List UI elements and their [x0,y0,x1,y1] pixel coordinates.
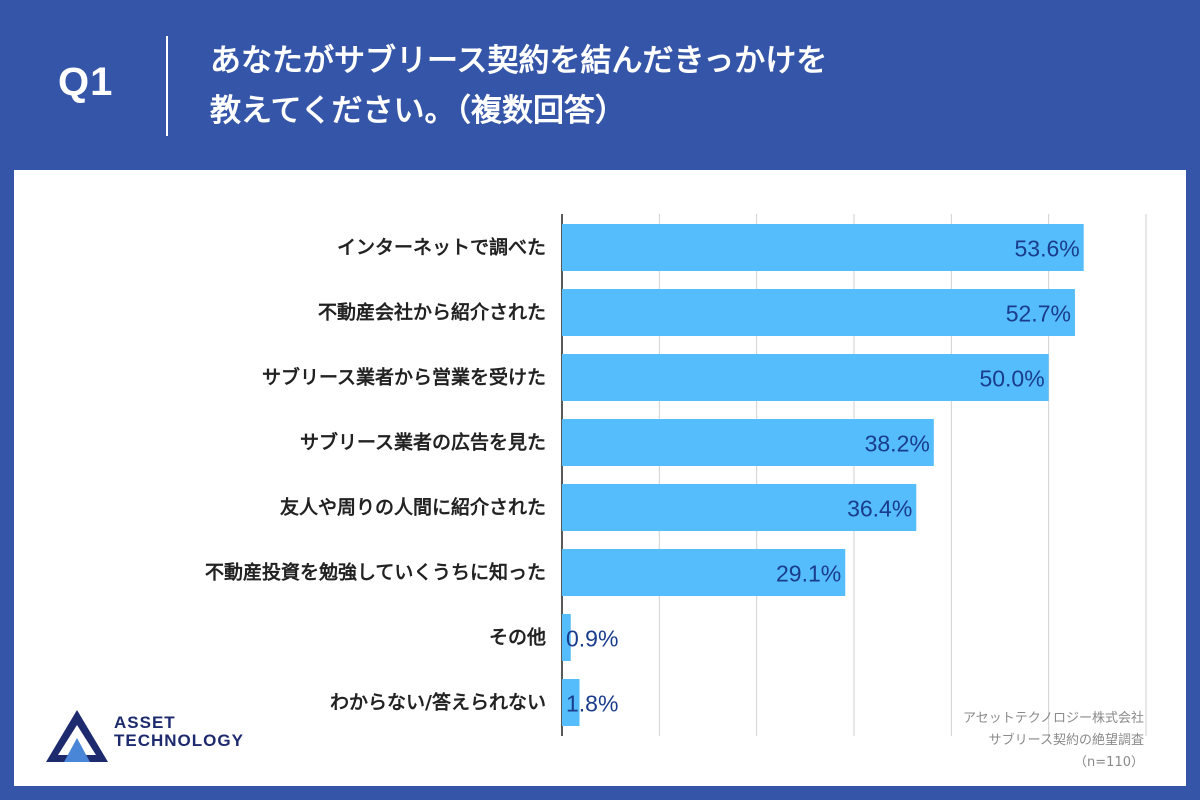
value-label: 0.9% [566,626,618,652]
bar-chart: インターネットで調べた 53.6% 不動産会社から紹介された 52.7% サブリース業者… [205,214,1147,736]
category-label: 不動産投資を勉強していくうちに知った [205,561,546,584]
value-label: 53.6% [1014,236,1079,262]
value-label: 29.1% [776,561,841,587]
question-title: あなたがサブリース契約を結んだきっかけを 教えてください。（複数回答） [210,36,1170,136]
logo-line2: TECHNOLOGY [114,731,244,750]
category-label: わからない/答えられない [330,691,546,714]
logo-line1: ASSET [114,713,176,732]
bar [562,289,1075,336]
value-label: 36.4% [847,496,912,522]
category-label: インターネットで調べた [337,236,546,259]
bar [562,549,846,596]
source-survey: サブリース契約の絶望調査 [988,733,1144,748]
asset-technology-logo: ASSET TECHNOLOGY [44,708,294,764]
category-label: 不動産会社から紹介された [318,301,546,324]
question-title-line2: 教えてください。（複数回答） [210,93,627,129]
value-label: 52.7% [1006,301,1071,327]
source-note: アセットテクノロジー株式会社 サブリース契約の絶望調査 （n=110） [963,708,1144,774]
bar [562,354,1049,401]
bar [562,614,571,661]
value-label: 38.2% [865,431,930,457]
category-label: その他 [489,626,546,649]
source-sample: （n=110） [1074,755,1144,770]
value-label: 50.0% [979,366,1044,392]
question-number: Q1 [58,60,114,104]
category-label: 友人や周りの人間に紹介された [280,496,546,519]
source-company: アセットテクノロジー株式会社 [963,711,1144,726]
value-label: 1.8% [566,691,618,717]
bar [562,419,934,466]
header: Q1 あなたがサブリース契約を結んだきっかけを 教えてください。（複数回答） [0,0,1200,170]
category-label: サブリース業者の広告を見た [300,431,546,454]
bar [562,484,917,531]
question-title-line1: あなたがサブリース契約を結んだきっかけを [210,43,828,79]
category-label: サブリース業者から営業を受けた [262,366,546,389]
triangle-logo-icon [46,710,108,762]
bar [562,679,580,726]
header-divider [166,36,168,136]
chart-panel: インターネットで調べた 53.6% 不動産会社から紹介された 52.7% サブリース業者… [14,170,1186,786]
bar [562,224,1084,271]
logo-text: ASSET TECHNOLOGY [114,714,244,750]
